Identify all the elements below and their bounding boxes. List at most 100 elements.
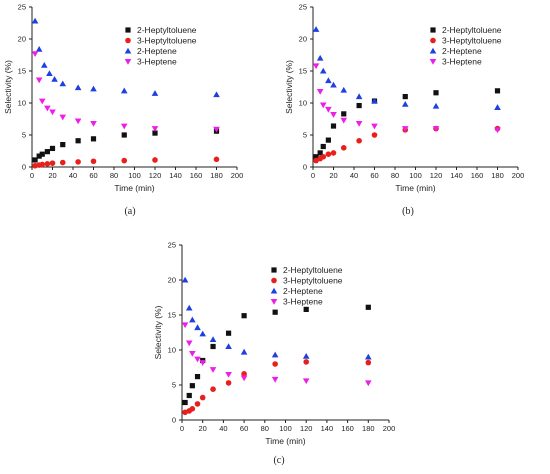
x-tick-label: 140	[169, 171, 182, 180]
data-point	[241, 313, 247, 319]
data-point	[194, 401, 201, 407]
data-point	[371, 132, 378, 138]
data-point	[194, 324, 201, 331]
x-tick-label: 180	[210, 171, 223, 180]
data-point	[319, 67, 327, 74]
y-tick-label: 10	[168, 346, 176, 355]
x-tick-label: 60	[240, 424, 248, 433]
data-point	[371, 97, 378, 104]
chart-panel-1: 0 20 40 60 80 100 120 140 160 180 200 0 5 10 15 20 25 Tim…	[3, 3, 243, 217]
x-tick-label: 0	[311, 171, 315, 180]
panel-label: (c)	[273, 455, 284, 466]
y-axis-label: Selectivity (%)	[153, 305, 163, 359]
data-point	[32, 162, 38, 169]
data-point	[330, 123, 337, 129]
data-point	[31, 17, 39, 24]
data-point	[355, 121, 363, 127]
x-tick-label: 160	[190, 171, 203, 180]
data-point	[186, 392, 192, 399]
series-3-heptyltoluene	[32, 156, 220, 169]
data-point	[320, 143, 326, 150]
data-point	[433, 90, 439, 96]
data-point	[494, 127, 501, 134]
data-point	[120, 87, 128, 94]
series-3-heptyltoluene	[182, 359, 372, 416]
y-tick-label: 25	[168, 241, 176, 250]
y-tick-label: 15	[18, 67, 26, 76]
legend-label: 2-Heptyltoluene	[137, 25, 197, 35]
series-3-heptene	[31, 51, 220, 133]
data-point	[90, 136, 97, 142]
data-point	[75, 159, 81, 165]
data-point	[199, 330, 206, 337]
y-tick-label: 10	[299, 99, 307, 108]
data-point	[49, 160, 56, 166]
data-point	[59, 159, 66, 166]
legend-label: 2-Heptyltoluene	[283, 265, 343, 275]
data-point	[316, 54, 324, 61]
data-point	[401, 100, 409, 107]
data-point	[432, 102, 440, 109]
data-point	[44, 149, 50, 155]
x-tick-label: 20	[329, 171, 337, 180]
data-point	[59, 80, 67, 87]
data-point	[330, 112, 337, 118]
data-point	[51, 76, 58, 82]
x-tick-label: 120	[149, 171, 162, 180]
x-tick-label: 20	[199, 424, 207, 433]
legend-marker	[270, 287, 278, 294]
data-point	[90, 85, 97, 92]
chart-panel-3: 0 20 40 60 80 100 120 140 160 180 200 0 5 10 15 20 25 Tim…	[153, 241, 395, 466]
data-point	[340, 117, 348, 124]
data-point	[225, 380, 232, 386]
data-point	[194, 374, 201, 380]
y-tick-label: 0	[172, 416, 176, 425]
data-point	[32, 157, 38, 163]
data-point	[302, 378, 310, 385]
data-point	[39, 151, 45, 157]
data-point	[90, 121, 97, 127]
data-point	[59, 114, 67, 121]
legend-label: 3-Heptene	[283, 297, 323, 307]
x-tick-label: 120	[430, 171, 443, 180]
data-point	[302, 353, 310, 359]
data-point	[340, 145, 347, 151]
x-tick-label: 20	[48, 171, 56, 180]
data-point	[75, 138, 81, 144]
data-point	[340, 86, 348, 93]
legend: 2-Heptyltoluene3-Heptyltoluene2-Heptene3…	[270, 265, 343, 307]
series-3-heptyltoluene	[313, 125, 501, 164]
data-point	[312, 63, 320, 70]
data-point	[181, 276, 189, 283]
legend-label: 3-Heptyltoluene	[137, 36, 197, 46]
x-tick-label: 60	[89, 171, 97, 180]
legend-marker	[125, 37, 131, 44]
y-tick-label: 20	[18, 35, 26, 44]
data-point	[240, 375, 248, 382]
data-point	[432, 126, 440, 132]
data-point	[365, 304, 371, 310]
legend: 2-Heptyltoluene3-Heptyltoluene2-Heptene3…	[429, 25, 502, 67]
x-tick-label: 0	[180, 424, 184, 433]
data-point	[199, 394, 206, 401]
data-point	[312, 26, 320, 32]
data-point	[35, 77, 43, 84]
data-point	[181, 322, 189, 329]
data-point	[49, 109, 56, 116]
data-point	[303, 306, 309, 312]
data-point	[74, 118, 82, 125]
data-point	[325, 151, 332, 157]
series-2-heptene	[181, 276, 372, 360]
y-tick-label: 5	[303, 131, 307, 140]
data-point	[225, 330, 232, 336]
data-point	[272, 309, 278, 315]
x-tick-label: 80	[110, 171, 118, 180]
y-tick-label: 20	[168, 276, 176, 285]
data-point	[365, 359, 372, 366]
x-tick-label: 180	[491, 171, 504, 180]
series-2-heptene	[312, 26, 501, 110]
y-tick-label: 15	[168, 311, 176, 320]
data-point	[365, 380, 372, 387]
data-point	[271, 376, 279, 383]
